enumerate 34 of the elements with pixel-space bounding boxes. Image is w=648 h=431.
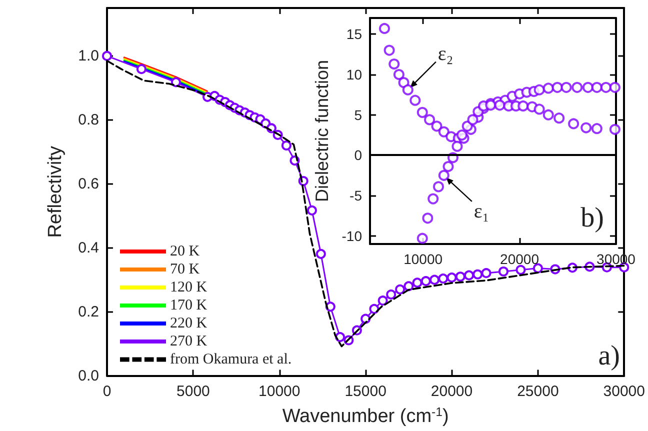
y-axis-title: Reflectivity <box>45 145 66 238</box>
legend-label: 220 K <box>170 316 208 332</box>
x-tick-label: 10000 <box>258 382 300 400</box>
y-tick-label: 0.0 <box>78 367 99 384</box>
annotation: a) <box>598 340 620 372</box>
x-tick-label: 20000 <box>430 382 473 400</box>
legend-label: from Okamura et al. <box>170 352 292 368</box>
y-tick-label: -5 <box>350 188 362 204</box>
y-tick-label: 0.4 <box>78 239 99 256</box>
legend-label: 170 K <box>170 298 208 314</box>
y-tick-label: 0.8 <box>78 111 99 128</box>
legend-label: 70 K <box>170 262 200 278</box>
x-tick-label: 30000 <box>603 382 646 400</box>
y-tick-label: 15 <box>346 26 362 42</box>
x-tick-label: 15000 <box>344 382 386 400</box>
x-tick-label: 20000 <box>500 251 540 267</box>
x-tick-label: 25000 <box>517 382 559 400</box>
y-tick-label: 0.2 <box>78 303 99 320</box>
x-tick-label: 10000 <box>404 251 443 267</box>
y-tick-label: -10 <box>342 228 362 244</box>
x-tick-label: 5000 <box>176 382 210 400</box>
y-axis-title: Dielectric function <box>312 60 332 202</box>
annotation: b) <box>580 202 604 234</box>
x-tick-label: 0 <box>102 382 112 400</box>
y-tick-label: 5 <box>354 106 362 123</box>
y-tick-label: 1.0 <box>78 47 99 64</box>
y-tick-label: 10 <box>346 66 362 82</box>
legend-label: 120 K <box>170 280 208 296</box>
annotation: ε₂ <box>438 42 454 65</box>
y-tick-label: 0 <box>354 147 362 164</box>
y-tick-label: 0.6 <box>78 175 99 192</box>
legend-label: 270 K <box>170 334 208 350</box>
legend-label: 20 K <box>170 244 200 260</box>
annotation: ε₁ <box>474 200 490 222</box>
